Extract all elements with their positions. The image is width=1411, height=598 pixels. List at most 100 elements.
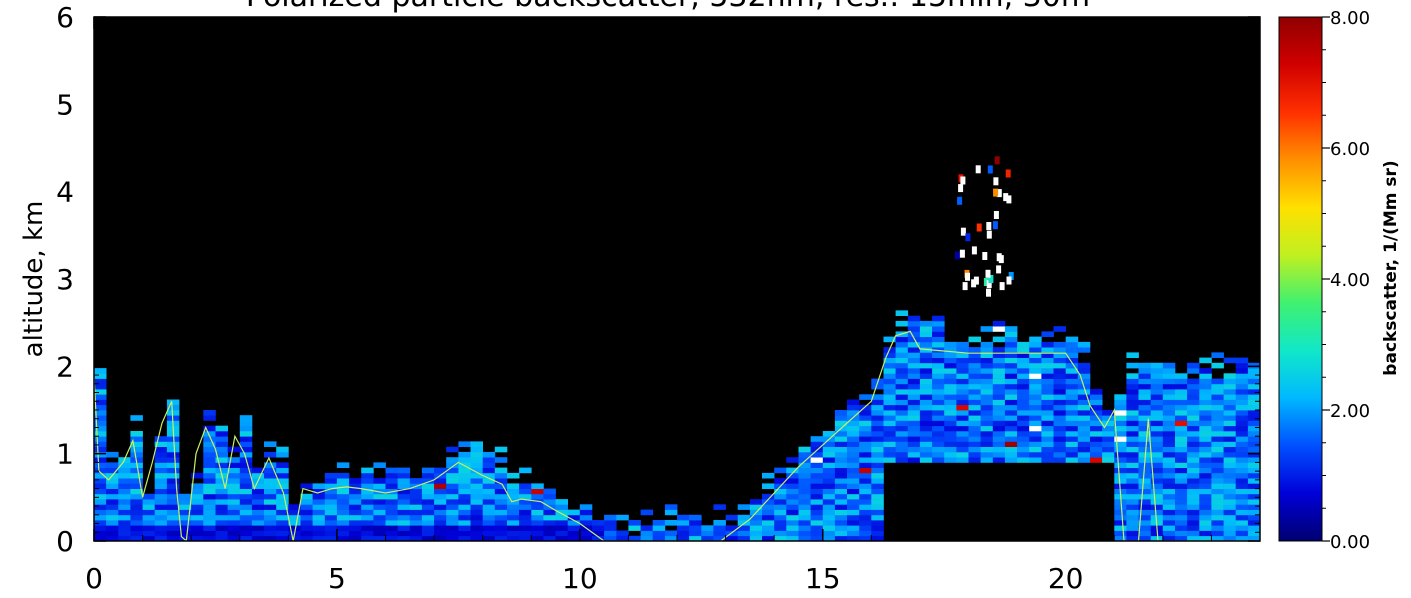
heatmap-cell: [1162, 410, 1176, 416]
heatmap-cell: [1004, 446, 1018, 453]
heatmap-cell: [1004, 420, 1018, 427]
heatmap-cell: [118, 499, 131, 505]
heatmap-cell: [94, 383, 107, 390]
heatmap-cell: [385, 535, 398, 541]
heatmap-cell: [1162, 457, 1176, 463]
heatmap-cell: [215, 467, 228, 474]
heatmap-cell: [349, 483, 362, 489]
heatmap-cell: [1041, 378, 1054, 385]
heatmap-cell: [968, 378, 981, 385]
heatmap-cell: [421, 467, 435, 474]
heatmap-cell: [713, 530, 726, 537]
heatmap-cell: [628, 520, 641, 526]
heatmap-cell: [822, 509, 836, 516]
heatmap-cell: [689, 525, 702, 531]
heatmap-cell: [944, 357, 957, 364]
heatmap-cell: [604, 525, 617, 531]
heatmap-cell: [434, 504, 447, 510]
heatmap-cell: [1090, 425, 1103, 432]
heatmap-cell: [895, 373, 909, 379]
heatmap-cell: [421, 525, 435, 531]
heatmap-cell: [166, 488, 180, 495]
heatmap-cell: [397, 467, 411, 474]
heatmap-cell: [1162, 514, 1176, 521]
heatmap-cell: [1126, 441, 1139, 447]
heatmap-cell: [130, 451, 143, 458]
colorbar-tick-label: 4.00: [1330, 270, 1370, 291]
heatmap-cell: [1126, 436, 1139, 442]
heatmap-cell: [1187, 451, 1200, 458]
heatmap-cell: [94, 441, 107, 447]
heatmap-cell: [859, 446, 872, 453]
heatmap-cell: [980, 441, 994, 447]
heatmap-cell: [470, 478, 483, 484]
heatmap-cell: [895, 457, 909, 463]
heatmap-cell: [1114, 472, 1127, 479]
heatmap-cell: [579, 504, 593, 510]
heatmap-cell: [531, 509, 544, 516]
heatmap-cell: [482, 525, 496, 531]
heatmap-cell: [932, 451, 945, 458]
heatmap-cell: [956, 394, 969, 400]
heatmap-cell: [956, 368, 969, 374]
heatmap-cell: [94, 499, 107, 505]
heatmap-cell: [883, 457, 896, 463]
heatmap-cell: [336, 493, 350, 500]
heatmap-cell: [1053, 394, 1066, 400]
heatmap-cell: [713, 535, 726, 541]
heatmap-cell: [1187, 394, 1200, 400]
heatmap-cell: [264, 520, 277, 526]
heatmap-cell: [919, 415, 933, 421]
heatmap-cell: [834, 472, 848, 479]
heatmap-cell: [239, 472, 253, 479]
heatmap-cell: [494, 530, 508, 537]
heatmap-cell: [94, 431, 107, 437]
heatmap-cell: [1223, 520, 1237, 526]
heatmap-cell: [1114, 483, 1127, 489]
heatmap-cell: [786, 483, 799, 489]
heatmap-cell: [1138, 441, 1151, 447]
heatmap-cell: [1077, 420, 1091, 427]
heatmap-cell: [1041, 446, 1054, 453]
heatmap-cell: [1199, 472, 1212, 479]
heatmap-cell: [956, 404, 969, 411]
heatmap-cell: [1053, 425, 1066, 432]
heatmap-cell: [1199, 368, 1212, 374]
heatmap-cell: [1004, 436, 1018, 442]
heatmap-cell: [1126, 420, 1139, 427]
heatmap-cell: [1077, 451, 1091, 458]
heatmap-cell: [1053, 357, 1066, 364]
heatmap-cell: [1223, 525, 1237, 531]
heatmap-cell: [919, 446, 933, 453]
heatmap-cell: [1077, 373, 1091, 379]
heatmap-cell: [1114, 436, 1127, 442]
x-tick-label: 10: [562, 562, 598, 595]
heatmap-cell: [1126, 472, 1139, 479]
heatmap-cell: [421, 472, 435, 479]
heatmap-cell: [409, 514, 423, 521]
heatmap-cell: [1029, 352, 1042, 358]
heatmap-cell: [130, 488, 143, 495]
heatmap-cell: [312, 525, 326, 531]
heatmap-cell: [1235, 493, 1249, 500]
heatmap-cell: [628, 525, 641, 531]
heatmap-cell: [519, 483, 532, 489]
heatmap-cell: [1138, 368, 1151, 374]
heatmap-cell: [1126, 520, 1139, 526]
heatmap-cell: [1138, 493, 1151, 500]
heatmap-cell: [1029, 399, 1042, 406]
heatmap-cell: [94, 368, 107, 374]
heatmap-cell: [944, 389, 957, 395]
heatmap-cell: [810, 525, 824, 531]
heatmap-cell: [1187, 389, 1200, 395]
heatmap-cell: [994, 156, 1000, 165]
heatmap-cell: [1090, 451, 1103, 458]
heatmap-cell: [336, 520, 350, 526]
heatmap-cell: [434, 478, 447, 484]
heatmap-cell: [567, 535, 581, 541]
heatmap-cell: [859, 504, 872, 510]
heatmap-cell: [1041, 404, 1054, 411]
heatmap-cell: [203, 425, 216, 432]
heatmap-cell: [1114, 457, 1127, 463]
heatmap-cell: [907, 451, 921, 458]
